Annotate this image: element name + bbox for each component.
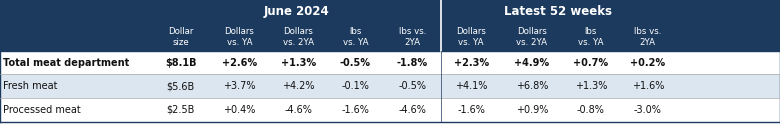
Text: +1.3%: +1.3%: [281, 58, 316, 68]
Text: lbs vs.: lbs vs.: [634, 27, 661, 36]
Bar: [0, 0, 780, 22]
Text: +4.1%: +4.1%: [455, 81, 488, 91]
Text: -0.1%: -0.1%: [342, 81, 369, 91]
Text: $5.6B: $5.6B: [166, 81, 195, 91]
Text: vs. YA: vs. YA: [459, 38, 484, 47]
Text: 2YA: 2YA: [404, 38, 420, 47]
Text: $2.5B: $2.5B: [166, 105, 195, 115]
Text: vs. YA: vs. YA: [578, 38, 604, 47]
Text: June 2024: June 2024: [264, 5, 329, 18]
Text: +4.2%: +4.2%: [282, 81, 314, 91]
Text: size: size: [172, 38, 189, 47]
Text: -0.5%: -0.5%: [399, 81, 426, 91]
Text: 2YA: 2YA: [640, 38, 656, 47]
Text: -0.5%: -0.5%: [340, 58, 370, 68]
Text: -3.0%: -3.0%: [634, 105, 661, 115]
Text: $8.1B: $8.1B: [165, 58, 197, 68]
Text: +2.6%: +2.6%: [222, 58, 257, 68]
Text: vs. 2YA: vs. 2YA: [516, 38, 548, 47]
Text: Dollars: Dollars: [283, 27, 314, 36]
Text: +0.2%: +0.2%: [630, 58, 665, 68]
Bar: [0, 22, 780, 51]
Text: -4.6%: -4.6%: [399, 105, 426, 115]
Text: Latest 52 weeks: Latest 52 weeks: [505, 5, 612, 18]
Text: Dollars: Dollars: [517, 27, 547, 36]
Text: -1.8%: -1.8%: [397, 58, 427, 68]
Text: Dollars: Dollars: [456, 27, 486, 36]
Text: -0.8%: -0.8%: [577, 105, 605, 115]
Bar: [0, 74, 780, 98]
Text: vs. YA: vs. YA: [342, 38, 368, 47]
Text: Processed meat: Processed meat: [3, 105, 81, 115]
Text: lbs vs.: lbs vs.: [399, 27, 426, 36]
Text: -4.6%: -4.6%: [285, 105, 312, 115]
Text: -1.6%: -1.6%: [342, 105, 369, 115]
Text: -1.6%: -1.6%: [457, 105, 485, 115]
Text: Total meat department: Total meat department: [3, 58, 129, 68]
Text: +0.9%: +0.9%: [516, 105, 548, 115]
Text: vs. YA: vs. YA: [227, 38, 252, 47]
Text: +0.4%: +0.4%: [223, 105, 256, 115]
Bar: [0, 98, 780, 122]
Text: +1.3%: +1.3%: [575, 81, 607, 91]
Text: lbs: lbs: [585, 27, 597, 36]
Text: +6.8%: +6.8%: [516, 81, 548, 91]
Text: +4.9%: +4.9%: [514, 58, 550, 68]
Text: vs. 2YA: vs. 2YA: [283, 38, 314, 47]
Text: +1.6%: +1.6%: [632, 81, 664, 91]
Text: +3.7%: +3.7%: [223, 81, 256, 91]
Text: +0.7%: +0.7%: [573, 58, 608, 68]
Text: Dollars: Dollars: [225, 27, 254, 36]
Bar: [0, 51, 780, 74]
Text: +2.3%: +2.3%: [453, 58, 489, 68]
Text: lbs: lbs: [349, 27, 361, 36]
Text: Dollar: Dollar: [168, 27, 193, 36]
Text: Fresh meat: Fresh meat: [3, 81, 58, 91]
